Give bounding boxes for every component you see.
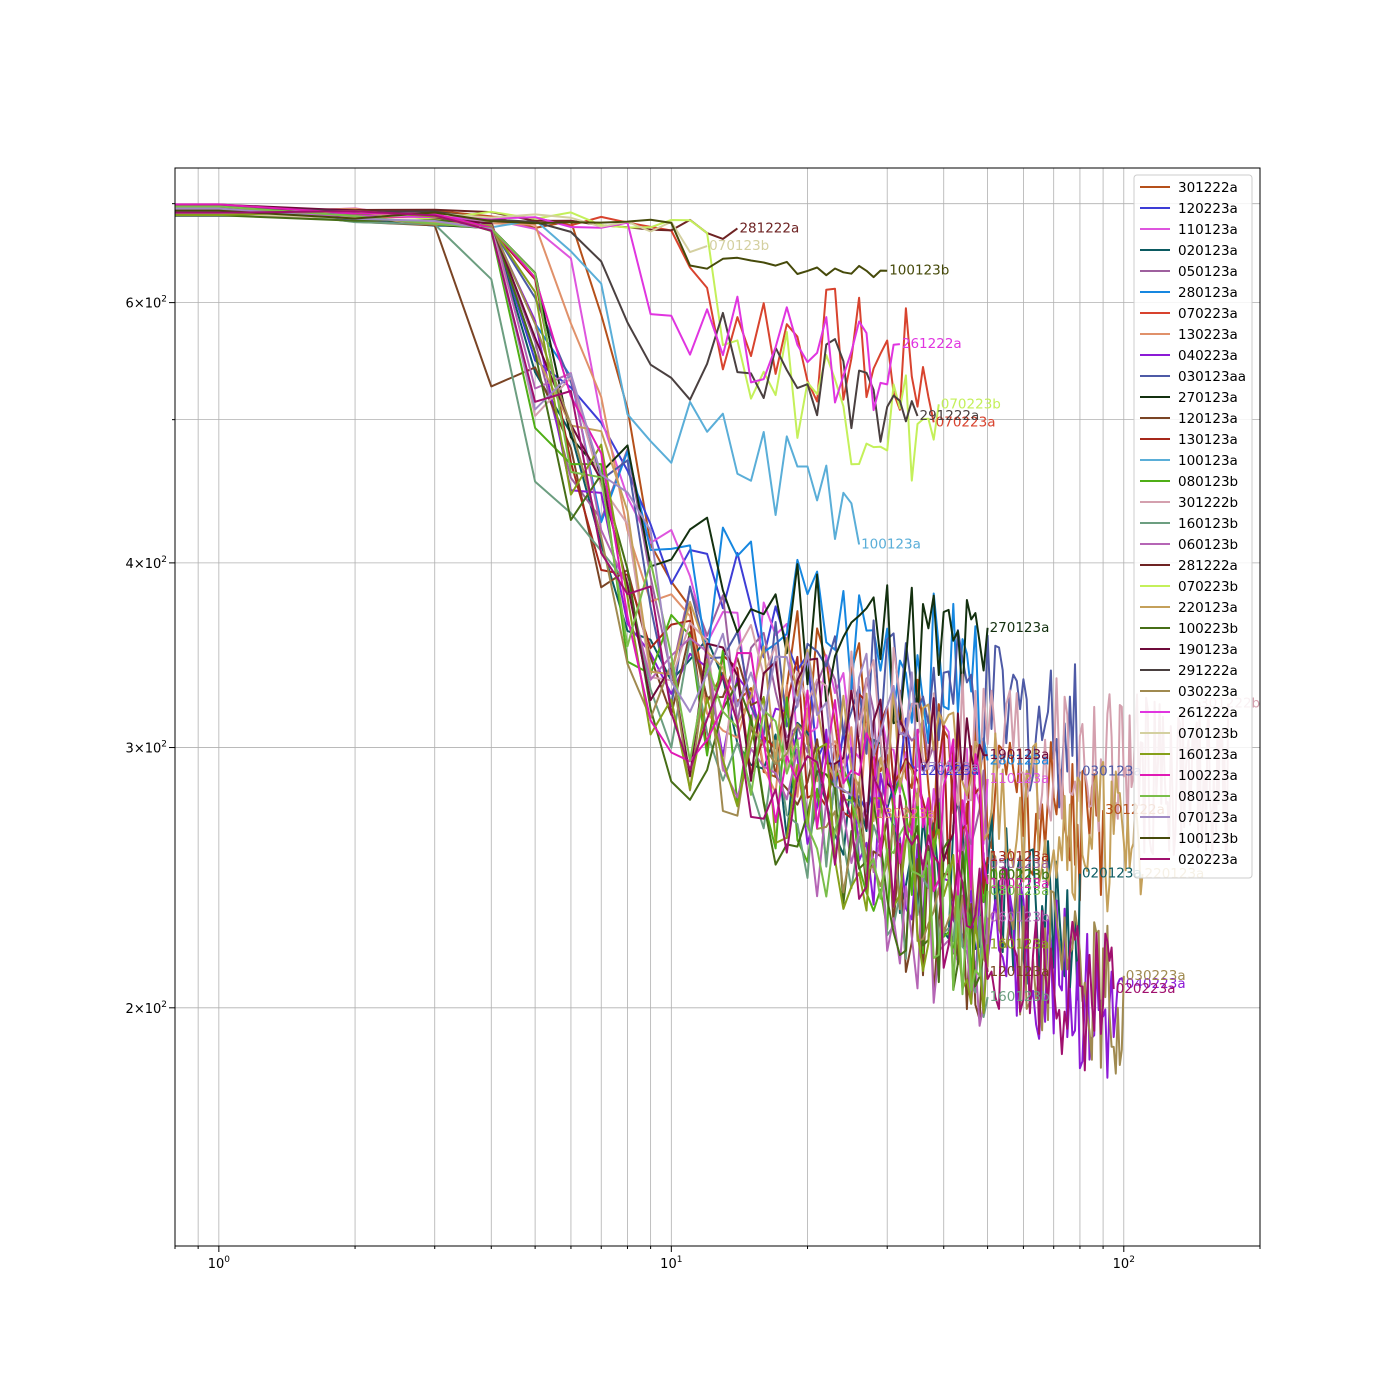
x-axis: 100 101 102 xyxy=(174,1246,1261,1272)
legend-label-301222b: 301222b xyxy=(1178,495,1238,511)
end-label-050123a: 050123a xyxy=(990,856,1050,872)
end-label-270123a: 270123a xyxy=(990,620,1050,636)
x-tick-label: 102 xyxy=(1113,1255,1135,1272)
series-line-100123a xyxy=(175,210,861,545)
series-line-080123a xyxy=(175,205,989,996)
end-label-160123b: 160123b xyxy=(990,989,1050,1005)
end-label-100223b: 100223b xyxy=(990,867,1050,883)
end-label-030123aa: 030123a xyxy=(1082,764,1142,780)
legend-label-280123a: 280123a xyxy=(1178,285,1238,301)
series-line-070123a xyxy=(175,207,919,797)
end-label-130123a: 130123a xyxy=(990,849,1050,865)
legend-label-070123b: 070123b xyxy=(1178,726,1238,742)
legend-label-160123b: 160123b xyxy=(1178,516,1238,532)
end-label-110123a: 110123a xyxy=(990,771,1050,787)
legend-label-120223a: 120223a xyxy=(1178,201,1238,217)
y-tick-label: 3×102 xyxy=(126,740,167,757)
end-label-040223a: 040223a xyxy=(1126,976,1186,992)
legend-label-020123a: 020123a xyxy=(1178,243,1238,259)
end-label-100223a: 100223a xyxy=(990,876,1050,892)
end-label-280123a: 280123a xyxy=(990,752,1050,768)
legend-label-190123a: 190123a xyxy=(1178,642,1238,658)
series-line-190123a xyxy=(175,203,988,862)
end-label-080123b: 080123b xyxy=(990,868,1050,884)
series-line-100123b xyxy=(175,209,888,279)
end-label-130223a: 130223a xyxy=(876,806,936,822)
legend-label-070223b: 070223b xyxy=(1178,579,1238,595)
legend: 301222a 120223a 110123a 020123a 050123a 28012… xyxy=(1133,174,1253,879)
series-line-261222a xyxy=(175,209,901,412)
legend-label-080123b: 080123b xyxy=(1178,474,1238,490)
legend-box xyxy=(1133,174,1253,879)
end-label-060123b: 060123b xyxy=(990,910,1050,926)
end-labels: 301222a120223a110123a020123a050123a28012… xyxy=(709,220,1260,1005)
end-label-070223a: 070223a xyxy=(936,414,996,430)
legend-label-120123a: 120123a xyxy=(1178,411,1238,427)
legend-label-070223a: 070223a xyxy=(1178,306,1238,322)
legend-label-070123a: 070123a xyxy=(1178,810,1238,826)
plot-frame xyxy=(174,167,1261,1247)
x-tick-label: 100 xyxy=(208,1255,231,1272)
end-label-100123a: 100123a xyxy=(861,536,921,552)
series-line-270123a xyxy=(175,204,989,725)
series-line-030223a xyxy=(175,207,1125,1075)
end-label-100123b: 100123b xyxy=(889,263,949,279)
legend-label-080123a: 080123a xyxy=(1178,789,1238,805)
end-label-120223a: 120223a xyxy=(919,763,979,779)
end-label-120123a: 120123a xyxy=(990,964,1050,980)
series-line-030123aa xyxy=(175,213,1081,809)
end-label-080123a: 080123a xyxy=(990,883,1050,899)
legend-label-220123a: 220123a xyxy=(1178,600,1238,616)
end-label-160123a: 160123a xyxy=(990,936,1050,952)
legend-label-261222a: 261222a xyxy=(1178,705,1238,721)
end-label-070123b: 070123b xyxy=(709,238,769,254)
end-label-190123a: 190123a xyxy=(990,747,1050,763)
legend-label-100223b: 100223b xyxy=(1178,621,1238,637)
end-label-020123a: 020123a xyxy=(1082,866,1142,882)
legend-label-030123aa: 030123aa xyxy=(1178,369,1246,385)
legend-label-281222a: 281222a xyxy=(1178,558,1238,574)
end-label-281222a: 281222a xyxy=(739,220,799,236)
end-label-070223b: 070223b xyxy=(941,396,1001,412)
end-label-261222a: 261222a xyxy=(902,336,962,352)
end-label-030223a: 030223a xyxy=(1126,968,1186,984)
legend-label-100223a: 100223a xyxy=(1178,768,1238,784)
legend-label-030223a: 030223a xyxy=(1178,684,1238,700)
legend-label-130123a: 130123a xyxy=(1178,432,1238,448)
series-line-160123a xyxy=(175,209,989,1015)
series-line-220123a xyxy=(175,212,1144,913)
series-line-291222a xyxy=(175,205,919,443)
end-label-020223a: 020223a xyxy=(1116,981,1176,997)
y-tick-label: 6×102 xyxy=(126,295,167,312)
y-tick-label: 2×102 xyxy=(126,1000,167,1017)
legend-label-160123a: 160123a xyxy=(1178,747,1238,763)
legend-label-270123a: 270123a xyxy=(1178,390,1238,406)
series-line-020223a xyxy=(175,210,1115,1072)
legend-label-291222a: 291222a xyxy=(1178,663,1238,679)
legend-label-100123a: 100123a xyxy=(1178,453,1238,469)
end-label-291222a: 291222a xyxy=(919,408,979,424)
legend-label-020223a: 020223a xyxy=(1178,852,1238,868)
end-label-070123a: 070123a xyxy=(919,760,979,776)
legend-label-110123a: 110123a xyxy=(1178,222,1238,238)
y-axis: 2×102 3×102 4×102 6×102 xyxy=(126,203,175,1017)
legend-label-040223a: 040223a xyxy=(1178,348,1238,364)
legend-label-301222a: 301222a xyxy=(1178,180,1238,196)
series-line-301222a xyxy=(175,208,1105,902)
legend-label-060123b: 060123b xyxy=(1178,537,1238,553)
y-tick-label: 4×102 xyxy=(126,555,167,572)
legend-label-130223a: 130223a xyxy=(1178,327,1238,343)
legend-label-100123b: 100123b xyxy=(1178,831,1238,847)
series-line-070223b xyxy=(175,210,940,482)
legend-label-050123a: 050123a xyxy=(1178,264,1238,280)
x-tick-label: 101 xyxy=(660,1255,682,1272)
series-line-100223a xyxy=(175,203,989,900)
